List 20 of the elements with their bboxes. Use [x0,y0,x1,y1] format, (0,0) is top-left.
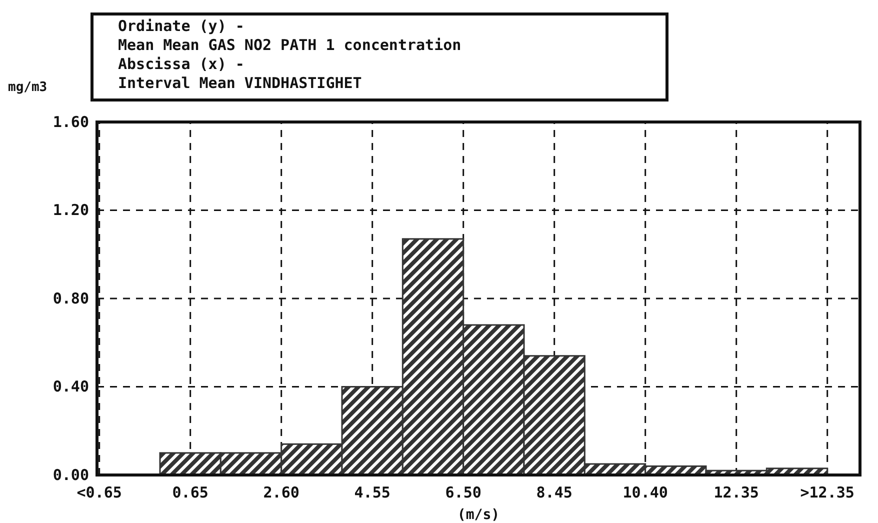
x-tick-label: <0.65 [76,484,122,502]
y-tick-label: 1.20 [52,201,89,220]
y-tick-label: 0.40 [52,378,89,396]
text: Mean Mean GAS NO2 PATH 1 concentration [118,36,462,54]
y-tick-label: 1.60 [52,112,89,131]
x-tick-label: 10.40 [622,484,668,502]
text: Interval Mean VINDHASTIGHET [118,74,362,92]
x-tick-label: >12.35 [800,484,854,502]
y-axis-title: mg/m3 [8,80,48,95]
x-tick-label: 2.60 [263,484,300,502]
x-axis-title: (m/s) [457,507,500,523]
x-tick-label: 12.35 [714,484,759,502]
x-tick-label: 8.45 [536,484,572,502]
y-tick-label: 0.80 [52,289,89,308]
x-tick-label: 6.50 [445,484,482,502]
text: Ordinate (y) - [118,17,244,35]
text: Abscissa (x) - [118,55,244,73]
y-tick-label: 0.00 [52,466,89,484]
x-tick-label: 0.65 [172,484,208,502]
x-tick-label: 4.55 [354,484,390,502]
